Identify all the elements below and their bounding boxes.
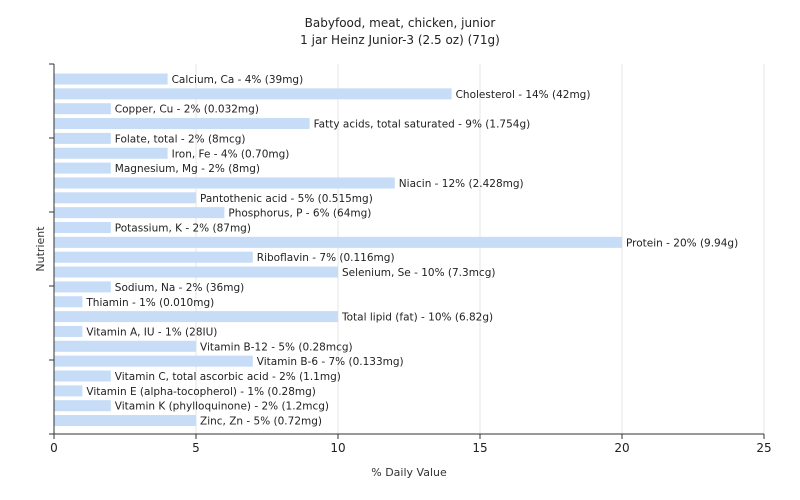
y-axis-label: Nutrient <box>34 226 47 272</box>
bar <box>54 207 225 219</box>
bar <box>54 296 83 308</box>
x-tick-label: 0 <box>50 441 58 455</box>
bar-label: Phosphorus, P - 6% (64mg) <box>228 208 371 220</box>
bar <box>54 88 452 100</box>
bar-label: Total lipid (fat) - 10% (6.82g) <box>341 312 493 324</box>
bar <box>54 192 196 204</box>
x-tick-label: 15 <box>472 441 487 455</box>
bar <box>54 162 111 174</box>
bar <box>54 103 111 115</box>
bar <box>54 222 111 233</box>
bar <box>54 266 338 278</box>
bar <box>54 370 111 382</box>
bar-label: Thiamin - 1% (0.010mg) <box>85 297 214 309</box>
bar <box>54 236 622 248</box>
bar-label: Selenium, Se - 10% (7.3mcg) <box>342 267 495 279</box>
bar <box>54 147 168 159</box>
bar-label: Riboflavin - 7% (0.116mg) <box>257 252 395 264</box>
chart-title: Babyfood, meat, chicken, junior <box>304 16 496 30</box>
bar-label: Magnesium, Mg - 2% (8mg) <box>115 163 260 175</box>
bar <box>54 325 83 337</box>
x-axis-label: % Daily Value <box>371 466 447 479</box>
grid <box>195 64 765 434</box>
bar-label: Iron, Fe - 4% (0.70mg) <box>172 148 290 160</box>
bar <box>54 73 168 85</box>
bar-label: Zinc, Zn - 5% (0.72mg) <box>200 416 322 428</box>
bar-label: Vitamin K (phylloquinone) - 2% (1.2mcg) <box>115 401 329 413</box>
x-tick-label: 25 <box>756 441 771 455</box>
bar <box>54 385 83 397</box>
bar-label: Vitamin C, total ascorbic acid - 2% (1.1… <box>115 371 341 383</box>
bar <box>54 177 395 189</box>
bar <box>54 415 196 427</box>
bar <box>54 251 253 263</box>
bar <box>54 118 310 130</box>
bar-label: Copper, Cu - 2% (0.032mg) <box>115 104 259 116</box>
x-tick-label: 20 <box>614 441 629 455</box>
bar-label: Protein - 20% (9.94g) <box>626 237 738 249</box>
bar-label: Calcium, Ca - 4% (39mg) <box>172 74 304 86</box>
bar <box>54 132 111 144</box>
bar <box>54 311 338 323</box>
bar-label: Sodium, Na - 2% (36mg) <box>115 282 244 294</box>
x-tick-label: 5 <box>192 441 200 455</box>
x-tick-label: 10 <box>330 441 345 455</box>
bar-label: Fatty acids, total saturated - 9% (1.754… <box>314 119 531 131</box>
bar-label: Vitamin A, IU - 1% (28IU) <box>86 326 217 338</box>
bar-label: Potassium, K - 2% (87mg) <box>115 223 251 235</box>
axes: 0 5 10 15 20 25 <box>49 63 772 455</box>
bar-label: Vitamin E (alpha-tocopherol) - 1% (0.28m… <box>86 386 316 398</box>
chart-subtitle: 1 jar Heinz Junior-3 (2.5 oz) (71g) <box>300 33 500 47</box>
bar-label: Vitamin B-6 - 7% (0.133mg) <box>257 356 404 368</box>
bar <box>54 340 196 352</box>
bar-label: Pantothenic acid - 5% (0.515mg) <box>200 193 373 205</box>
bar-label: Cholesterol - 14% (42mg) <box>456 89 591 101</box>
bar-label: Folate, total - 2% (8mcg) <box>115 133 246 145</box>
bar <box>54 400 111 412</box>
bar-label: Niacin - 12% (2.428mg) <box>399 178 524 190</box>
bars: Calcium, Ca - 4% (39mg) Cholesterol - 14%… <box>54 73 738 428</box>
bar <box>54 281 111 293</box>
bar <box>54 355 253 367</box>
bar-label: Vitamin B-12 - 5% (0.28mcg) <box>200 341 353 353</box>
